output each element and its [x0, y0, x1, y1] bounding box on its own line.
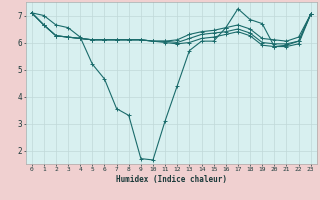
X-axis label: Humidex (Indice chaleur): Humidex (Indice chaleur)	[116, 175, 227, 184]
